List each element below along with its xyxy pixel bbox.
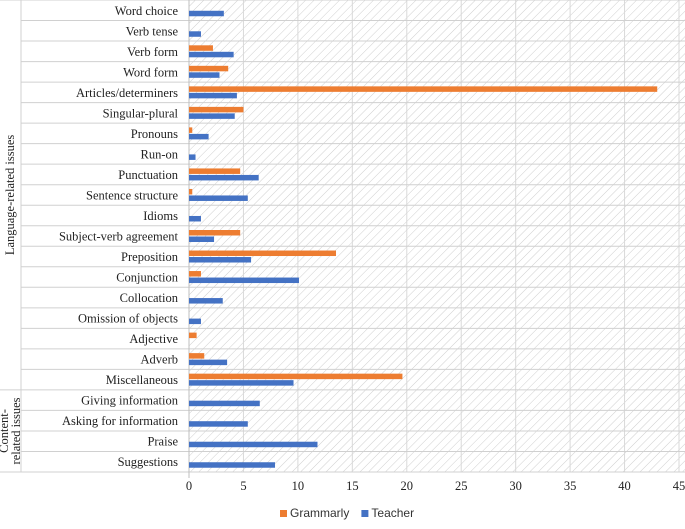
category-labels: Word choice Verb tense Verb form Word form A… bbox=[59, 4, 179, 469]
bar-grammarly-4 bbox=[189, 86, 658, 92]
category-label: Verb form bbox=[127, 45, 178, 59]
bar-grammarly-9 bbox=[189, 188, 193, 195]
category-label: Conjunction bbox=[116, 271, 179, 285]
group-label-content-2: related issues bbox=[9, 397, 23, 464]
bar-teacher-17 bbox=[189, 359, 228, 366]
bar-teacher-22 bbox=[189, 462, 276, 468]
x-axis-ticks: 0 5 10 15 20 25 30 35 40 45 bbox=[186, 479, 685, 493]
category-label: Sentence structure bbox=[86, 188, 178, 202]
x-tick-label-30: 30 bbox=[509, 479, 522, 493]
category-label: Suggestions bbox=[118, 455, 179, 469]
category-label: Preposition bbox=[121, 250, 179, 264]
bar-teacher-21 bbox=[189, 441, 318, 448]
bar-teacher-10 bbox=[189, 215, 201, 222]
bar-teacher-8 bbox=[189, 174, 259, 181]
x-tick-label-10: 10 bbox=[292, 479, 305, 493]
category-label: Pronouns bbox=[131, 127, 178, 141]
gridlines bbox=[188, 0, 680, 472]
bar-grammarly-13 bbox=[189, 271, 201, 277]
category-label: Adverb bbox=[141, 353, 179, 367]
bar-teacher-11 bbox=[189, 236, 215, 242]
x-tick-label-5: 5 bbox=[240, 479, 246, 493]
bar-teacher-13 bbox=[189, 277, 299, 284]
category-label: Idioms bbox=[143, 209, 178, 223]
category-label: Praise bbox=[147, 435, 178, 449]
category-label: Run-on bbox=[141, 147, 179, 161]
plot-background bbox=[189, 0, 685, 472]
x-tick-label-15: 15 bbox=[346, 479, 359, 493]
bar-teacher-1 bbox=[189, 31, 201, 37]
bar-teacher-7 bbox=[189, 154, 196, 160]
bar-grammarly-17 bbox=[189, 353, 205, 359]
category-label: Miscellaneous bbox=[106, 373, 178, 387]
x-tick-label-40: 40 bbox=[618, 479, 631, 493]
bar-grammarly-12 bbox=[189, 250, 336, 257]
bar-teacher-5 bbox=[189, 113, 235, 119]
bar-teacher-3 bbox=[189, 72, 220, 78]
category-label: Articles/determiners bbox=[76, 86, 178, 100]
bar-teacher-19 bbox=[189, 400, 260, 407]
legend-swatch-teacher bbox=[361, 510, 369, 517]
x-tick-label-20: 20 bbox=[401, 479, 414, 493]
bars bbox=[189, 10, 658, 468]
x-tick-label-35: 35 bbox=[564, 479, 577, 493]
category-table-lines bbox=[0, 0, 685, 478]
bar-teacher-18 bbox=[189, 380, 294, 386]
bar-grammarly-18 bbox=[189, 373, 403, 380]
legend-label-teacher: Teacher bbox=[371, 506, 414, 520]
legend-label-grammarly: Grammarly bbox=[290, 506, 349, 520]
bar-grammarly-3 bbox=[189, 65, 229, 72]
bar-teacher-15 bbox=[189, 318, 201, 325]
bar-grammarly-5 bbox=[189, 106, 244, 113]
legend-swatch-grammarly bbox=[280, 510, 287, 517]
x-tick-label-25: 25 bbox=[455, 479, 468, 493]
category-label: Giving information bbox=[81, 394, 179, 408]
bar-grammarly-2 bbox=[189, 45, 213, 51]
legend: Grammarly Teacher bbox=[280, 506, 414, 520]
group-label-content: Content- bbox=[0, 409, 11, 453]
category-label: Verb tense bbox=[126, 24, 179, 38]
bar-teacher-20 bbox=[189, 421, 248, 427]
x-tick-label-45: 45 bbox=[673, 479, 685, 493]
category-label: Asking for information bbox=[62, 414, 179, 428]
group-labels: Language-related issues Content-related i… bbox=[0, 135, 23, 465]
category-label: Adjective bbox=[129, 332, 178, 346]
bar-grammarly-6 bbox=[189, 127, 193, 133]
bar-teacher-6 bbox=[189, 133, 209, 140]
bar-teacher-12 bbox=[189, 257, 252, 263]
category-label: Collocation bbox=[120, 291, 179, 305]
group-label-language: Language-related issues bbox=[3, 135, 17, 256]
bar-grammarly-16 bbox=[189, 332, 197, 339]
category-label: Omission of objects bbox=[78, 312, 178, 326]
category-label: Word form bbox=[123, 65, 178, 79]
x-tick-label-0: 0 bbox=[186, 479, 192, 493]
bar-teacher-4 bbox=[189, 92, 237, 99]
category-label: Subject-verb agreement bbox=[59, 230, 179, 244]
category-label: Word choice bbox=[115, 4, 179, 18]
bar-teacher-0 bbox=[189, 10, 224, 17]
bar-grammarly-8 bbox=[189, 168, 241, 174]
category-label: Punctuation bbox=[118, 168, 178, 182]
bar-teacher-9 bbox=[189, 195, 248, 201]
bar-teacher-2 bbox=[189, 51, 234, 58]
bar-teacher-14 bbox=[189, 298, 223, 304]
category-label: Singular-plural bbox=[103, 106, 179, 120]
bar-grammarly-11 bbox=[189, 230, 241, 236]
